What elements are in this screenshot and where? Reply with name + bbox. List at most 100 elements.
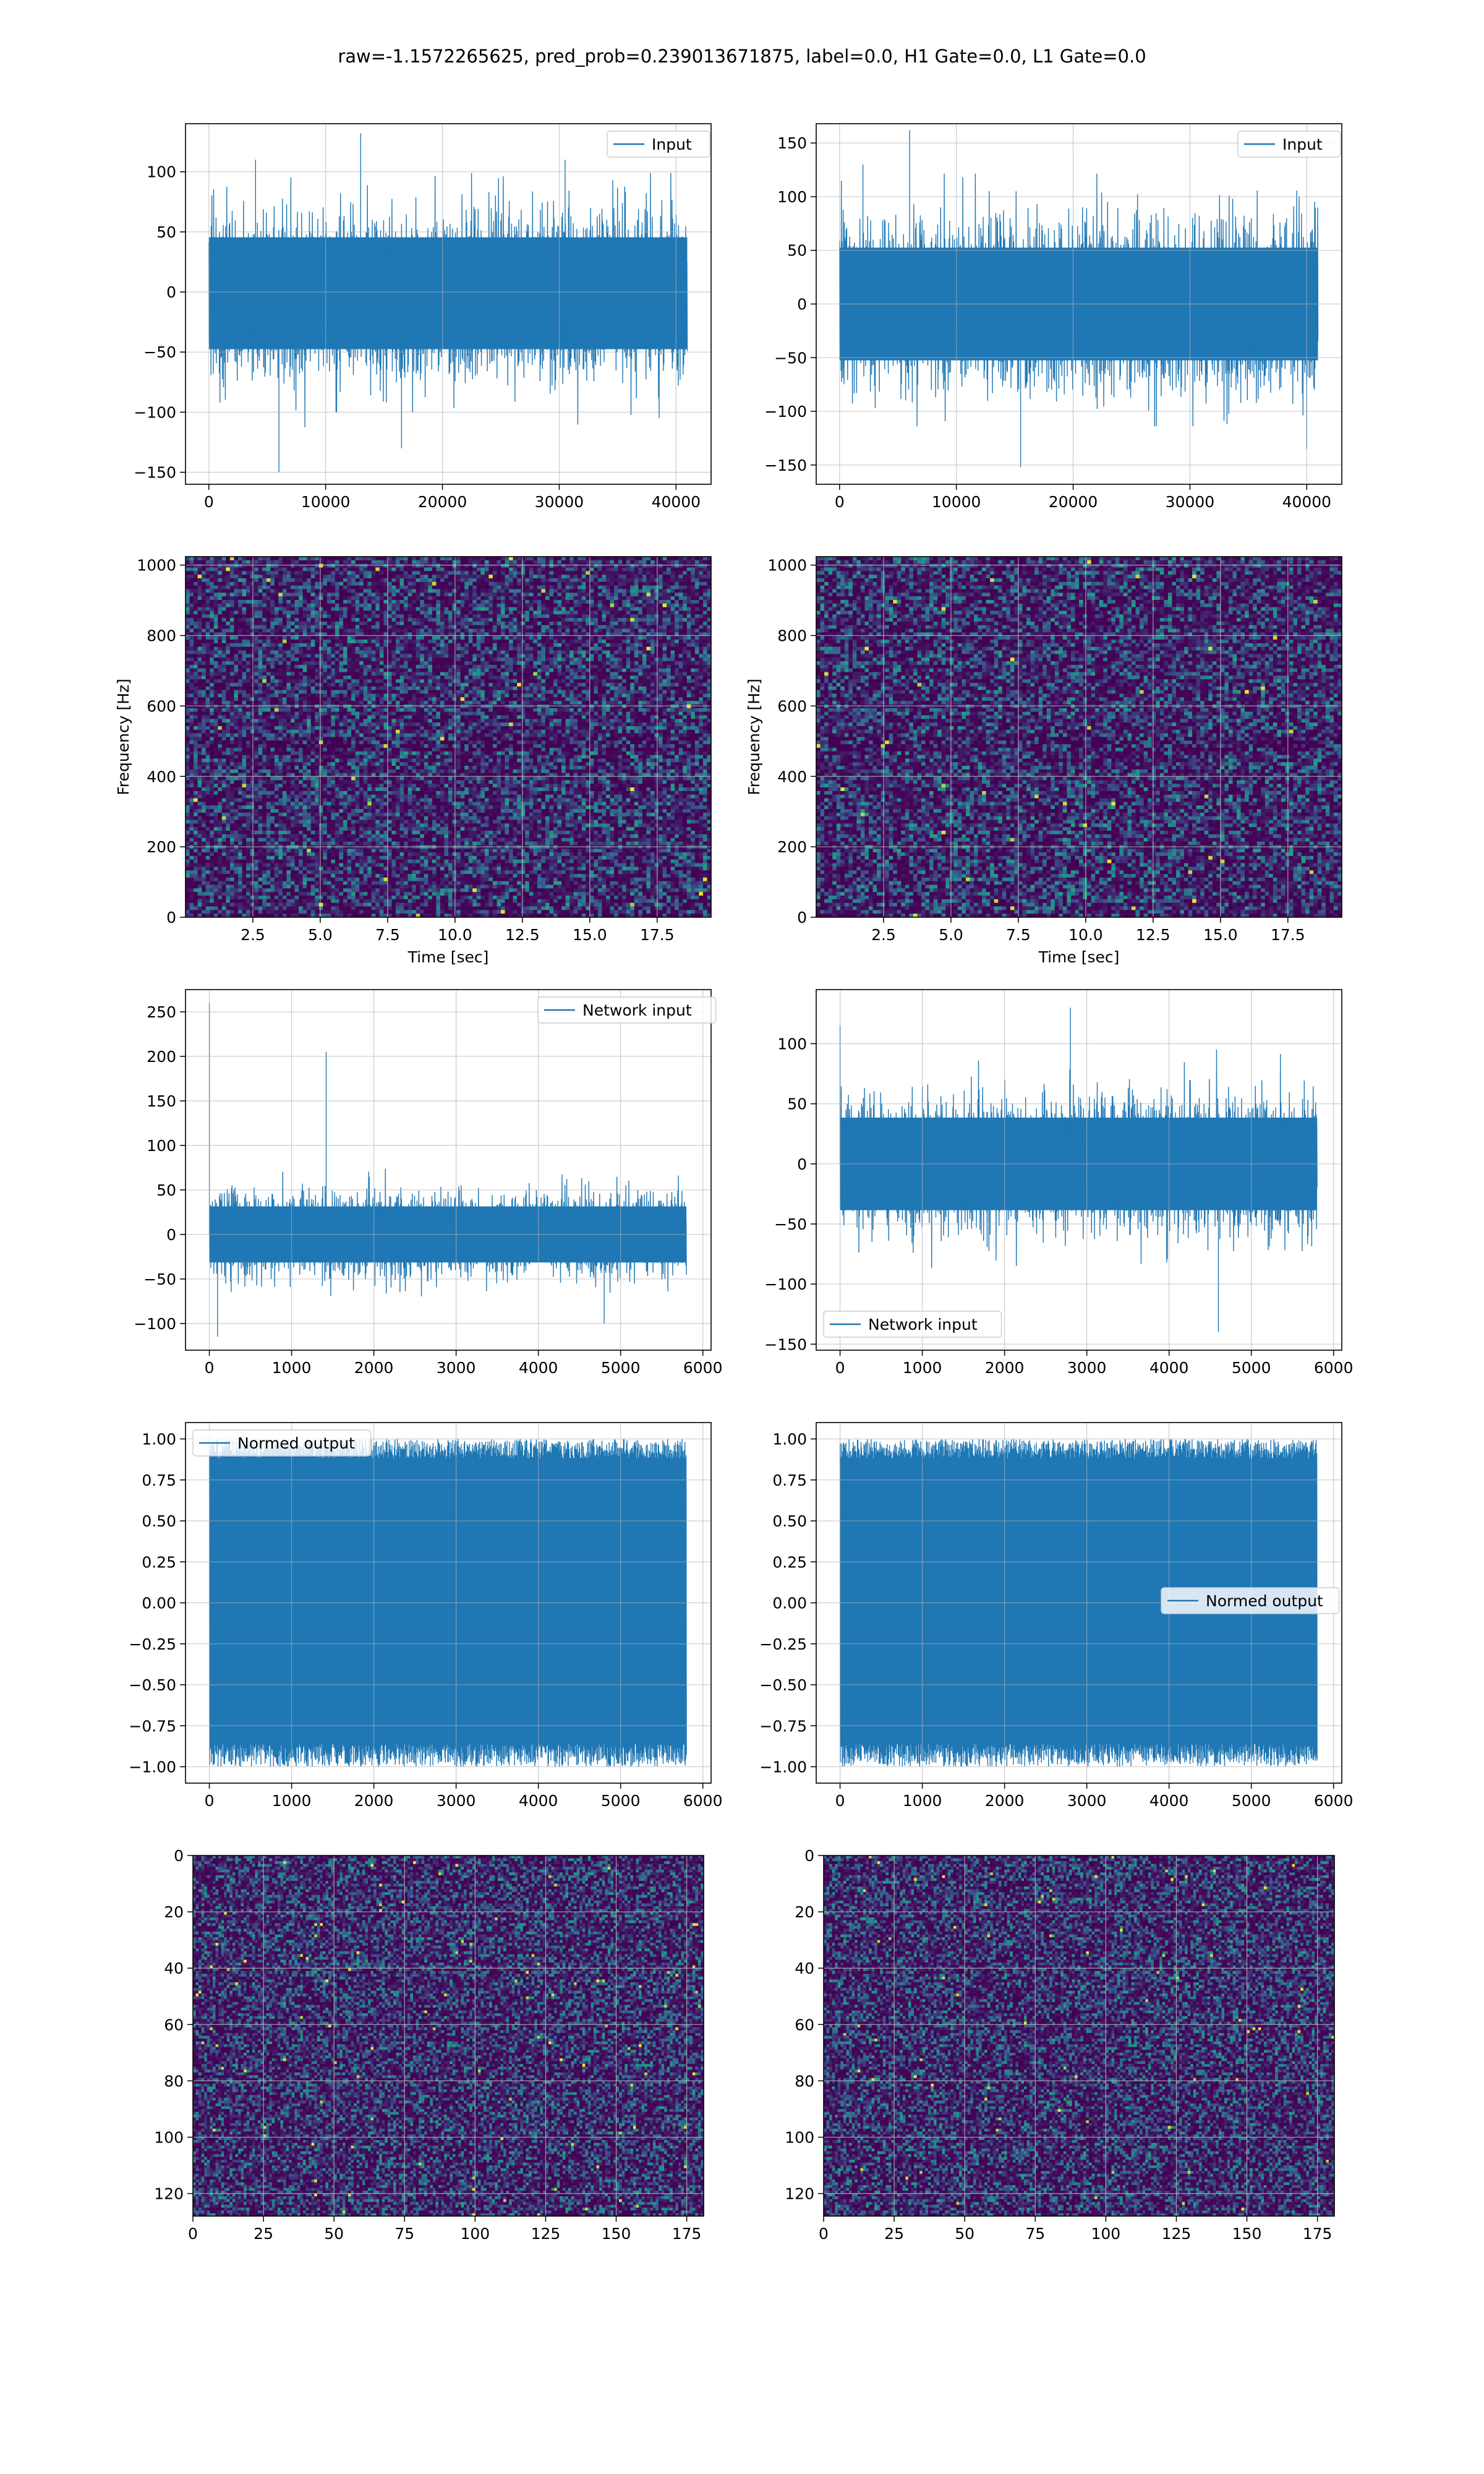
heatmap-cell — [469, 651, 473, 654]
heatmap-cell — [533, 622, 537, 625]
heatmap-cell — [356, 575, 360, 578]
heatmap-cell — [335, 575, 339, 578]
heatmap-cell — [432, 665, 437, 669]
heatmap-cell — [505, 690, 510, 694]
heatmap-cell — [291, 629, 295, 633]
heatmap-cell — [214, 651, 218, 654]
heatmap-cell — [198, 661, 202, 665]
heatmap-cell — [642, 589, 647, 593]
heatmap-cell — [428, 567, 432, 571]
heatmap-cell — [327, 614, 331, 618]
heatmap-cell — [218, 614, 222, 618]
heatmap-cell — [359, 604, 364, 607]
heatmap-cell — [295, 582, 299, 586]
heatmap-cell — [537, 690, 542, 694]
heatmap-cell — [671, 589, 675, 593]
heatmap-cell — [521, 675, 526, 679]
heatmap-cell — [391, 683, 396, 687]
heatmap-cell — [456, 586, 461, 589]
heatmap-cell — [190, 622, 194, 625]
heatmap-cell — [461, 629, 465, 633]
heatmap-cell — [610, 567, 615, 571]
heatmap-cell — [319, 600, 323, 604]
heatmap-cell — [323, 604, 327, 607]
heatmap-cell — [553, 669, 558, 672]
heatmap-cell — [218, 582, 222, 586]
heatmap-cell — [202, 589, 206, 593]
heatmap-cell — [606, 657, 610, 661]
heatmap-cell — [246, 575, 250, 578]
heatmap-cell — [210, 679, 214, 683]
y-tick-label: 150 — [777, 134, 807, 152]
heatmap-cell — [186, 600, 190, 604]
heatmap-cell — [537, 654, 542, 657]
heatmap-cell — [566, 557, 570, 560]
heatmap-cell — [453, 647, 457, 651]
heatmap-cell — [194, 586, 198, 589]
heatmap-cell — [569, 610, 574, 614]
heatmap-cell — [242, 596, 247, 600]
heatmap-cell — [691, 614, 695, 618]
heatmap-cell — [364, 571, 368, 575]
heatmap-cell — [440, 690, 445, 694]
heatmap-cell — [610, 669, 615, 672]
heatmap-cell — [444, 643, 448, 647]
heatmap-cell — [618, 604, 623, 607]
heatmap-cell — [440, 672, 445, 676]
heatmap-cell — [578, 571, 582, 575]
heatmap-cell — [218, 604, 222, 607]
heatmap-cell — [558, 669, 562, 672]
heatmap-cell — [488, 629, 493, 633]
heatmap-cell — [679, 586, 683, 589]
heatmap-cell — [578, 669, 582, 672]
heatmap-cell — [695, 683, 699, 687]
heatmap-cell — [262, 571, 267, 575]
heatmap-cell — [432, 625, 437, 629]
heatmap-cell — [222, 687, 226, 690]
heatmap-cell — [222, 610, 226, 614]
heatmap-cell — [270, 665, 275, 669]
heatmap-cell — [574, 610, 578, 614]
heatmap-cell — [283, 669, 287, 672]
heatmap-cell — [638, 640, 642, 643]
heatmap-cell — [569, 578, 574, 582]
heatmap-cell — [375, 593, 380, 596]
heatmap-cell — [501, 636, 505, 640]
heatmap-cell — [667, 564, 671, 568]
heatmap-cell — [262, 604, 267, 607]
heatmap-cell — [331, 669, 335, 672]
heatmap-cell — [622, 622, 626, 625]
heatmap-cell — [703, 683, 707, 687]
heatmap-cell — [461, 683, 465, 687]
heatmap-cell — [186, 607, 190, 611]
heatmap-cell — [606, 586, 610, 589]
heatmap-cell — [558, 604, 562, 607]
heatmap-cell — [537, 679, 542, 683]
heatmap-cell — [493, 669, 497, 672]
heatmap-cell — [404, 593, 408, 596]
heatmap-cell — [267, 607, 271, 611]
heatmap-cell — [262, 586, 267, 589]
heatmap-cell — [485, 564, 489, 568]
heatmap-cell — [578, 575, 582, 578]
heatmap-cell — [444, 636, 448, 640]
heatmap-cell — [432, 582, 437, 586]
heatmap-cell — [553, 593, 558, 596]
heatmap-cell — [517, 622, 521, 625]
heatmap-cell — [521, 669, 526, 672]
heatmap-cell — [456, 614, 461, 618]
heatmap-cell — [569, 557, 574, 560]
heatmap-cell — [582, 600, 586, 604]
heatmap-cell — [461, 614, 465, 618]
heatmap-cell — [323, 618, 327, 622]
heatmap-cell — [561, 669, 566, 672]
heatmap-cell — [408, 636, 412, 640]
heatmap-cell — [505, 647, 510, 651]
heatmap-cell — [569, 636, 574, 640]
heatmap-cell — [513, 575, 518, 578]
heatmap-cell — [202, 600, 206, 604]
heatmap-cell — [262, 690, 267, 694]
heatmap-cell — [202, 560, 206, 564]
heatmap-cell — [703, 578, 707, 582]
heatmap-cell — [242, 586, 247, 589]
